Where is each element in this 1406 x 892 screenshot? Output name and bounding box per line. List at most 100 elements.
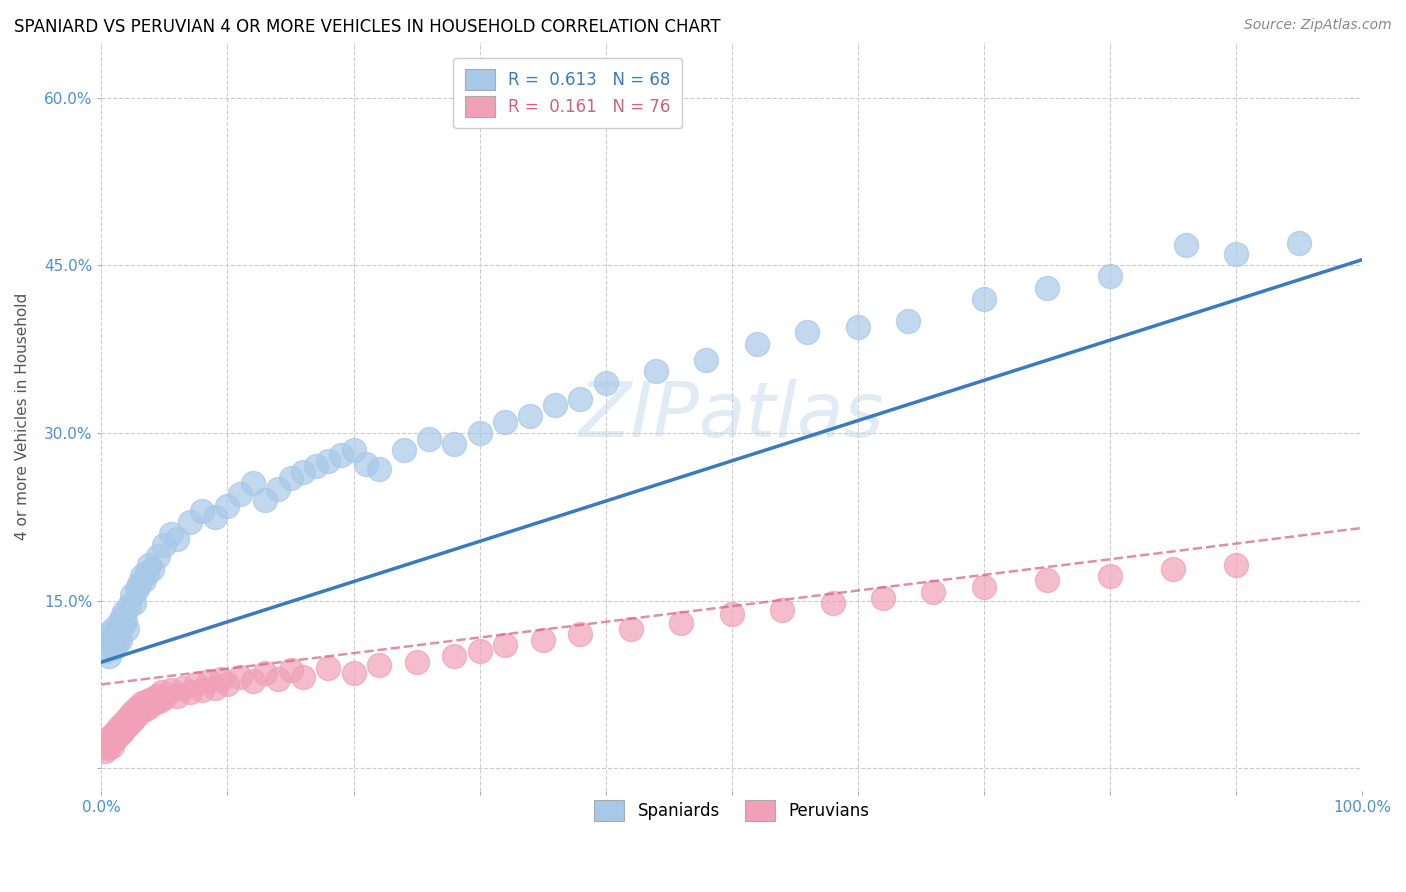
- Point: [141, 562, 163, 576]
- Point: [569, 392, 592, 407]
- Point: [367, 658, 389, 673]
- Point: [172, 681, 194, 695]
- Point: [318, 454, 340, 468]
- Point: [135, 694, 157, 708]
- Point: [100, 739, 122, 753]
- Point: [796, 326, 818, 340]
- Point: [418, 432, 440, 446]
- Point: [229, 670, 252, 684]
- Point: [671, 615, 693, 630]
- Point: [104, 725, 127, 739]
- Point: [179, 516, 201, 530]
- Point: [98, 649, 121, 664]
- Point: [494, 415, 516, 429]
- Point: [254, 666, 277, 681]
- Point: [138, 699, 160, 714]
- Point: [443, 649, 465, 664]
- Point: [342, 442, 364, 457]
- Point: [1161, 562, 1184, 576]
- Point: [159, 683, 181, 698]
- Point: [354, 457, 377, 471]
- Point: [1225, 558, 1247, 572]
- Point: [494, 638, 516, 652]
- Point: [468, 644, 491, 658]
- Point: [115, 719, 138, 733]
- Point: [148, 694, 170, 708]
- Point: [112, 722, 135, 736]
- Point: [111, 618, 134, 632]
- Point: [897, 314, 920, 328]
- Point: [519, 409, 541, 424]
- Point: [620, 622, 643, 636]
- Point: [103, 640, 125, 655]
- Point: [114, 714, 136, 729]
- Point: [125, 707, 148, 722]
- Point: [131, 697, 153, 711]
- Point: [108, 728, 131, 742]
- Point: [94, 644, 117, 658]
- Point: [242, 476, 264, 491]
- Point: [96, 733, 118, 747]
- Point: [595, 376, 617, 390]
- Point: [720, 607, 742, 621]
- Point: [125, 582, 148, 597]
- Point: [100, 638, 122, 652]
- Point: [267, 672, 290, 686]
- Point: [107, 624, 129, 639]
- Text: ZIPatlas: ZIPatlas: [579, 379, 884, 453]
- Point: [111, 716, 134, 731]
- Point: [305, 459, 328, 474]
- Point: [128, 577, 150, 591]
- Point: [117, 711, 139, 725]
- Point: [124, 703, 146, 717]
- Point: [104, 629, 127, 643]
- Point: [166, 689, 188, 703]
- Point: [292, 465, 315, 479]
- Point: [98, 737, 121, 751]
- Point: [204, 509, 226, 524]
- Point: [197, 674, 219, 689]
- Point: [97, 741, 120, 756]
- Point: [146, 689, 169, 703]
- Point: [329, 448, 352, 462]
- Point: [107, 722, 129, 736]
- Point: [150, 685, 173, 699]
- Point: [134, 574, 156, 588]
- Point: [695, 353, 717, 368]
- Point: [179, 685, 201, 699]
- Point: [745, 336, 768, 351]
- Point: [392, 442, 415, 457]
- Point: [217, 499, 239, 513]
- Point: [184, 677, 207, 691]
- Point: [122, 596, 145, 610]
- Point: [127, 699, 149, 714]
- Point: [318, 660, 340, 674]
- Point: [110, 632, 132, 647]
- Point: [191, 504, 214, 518]
- Point: [280, 663, 302, 677]
- Point: [143, 697, 166, 711]
- Point: [97, 627, 120, 641]
- Point: [98, 632, 121, 647]
- Point: [1036, 574, 1059, 588]
- Point: [112, 605, 135, 619]
- Point: [146, 549, 169, 563]
- Text: SPANIARD VS PERUVIAN 4 OR MORE VEHICLES IN HOUSEHOLD CORRELATION CHART: SPANIARD VS PERUVIAN 4 OR MORE VEHICLES …: [14, 18, 720, 36]
- Point: [108, 615, 131, 630]
- Point: [405, 655, 427, 669]
- Point: [242, 674, 264, 689]
- Point: [443, 437, 465, 451]
- Point: [191, 683, 214, 698]
- Text: Source: ZipAtlas.com: Source: ZipAtlas.com: [1244, 18, 1392, 32]
- Point: [131, 569, 153, 583]
- Point: [115, 622, 138, 636]
- Point: [153, 538, 176, 552]
- Point: [134, 703, 156, 717]
- Point: [118, 599, 141, 614]
- Point: [105, 636, 128, 650]
- Point: [114, 614, 136, 628]
- Point: [101, 728, 124, 742]
- Point: [105, 730, 128, 744]
- Point: [121, 714, 143, 729]
- Point: [94, 744, 117, 758]
